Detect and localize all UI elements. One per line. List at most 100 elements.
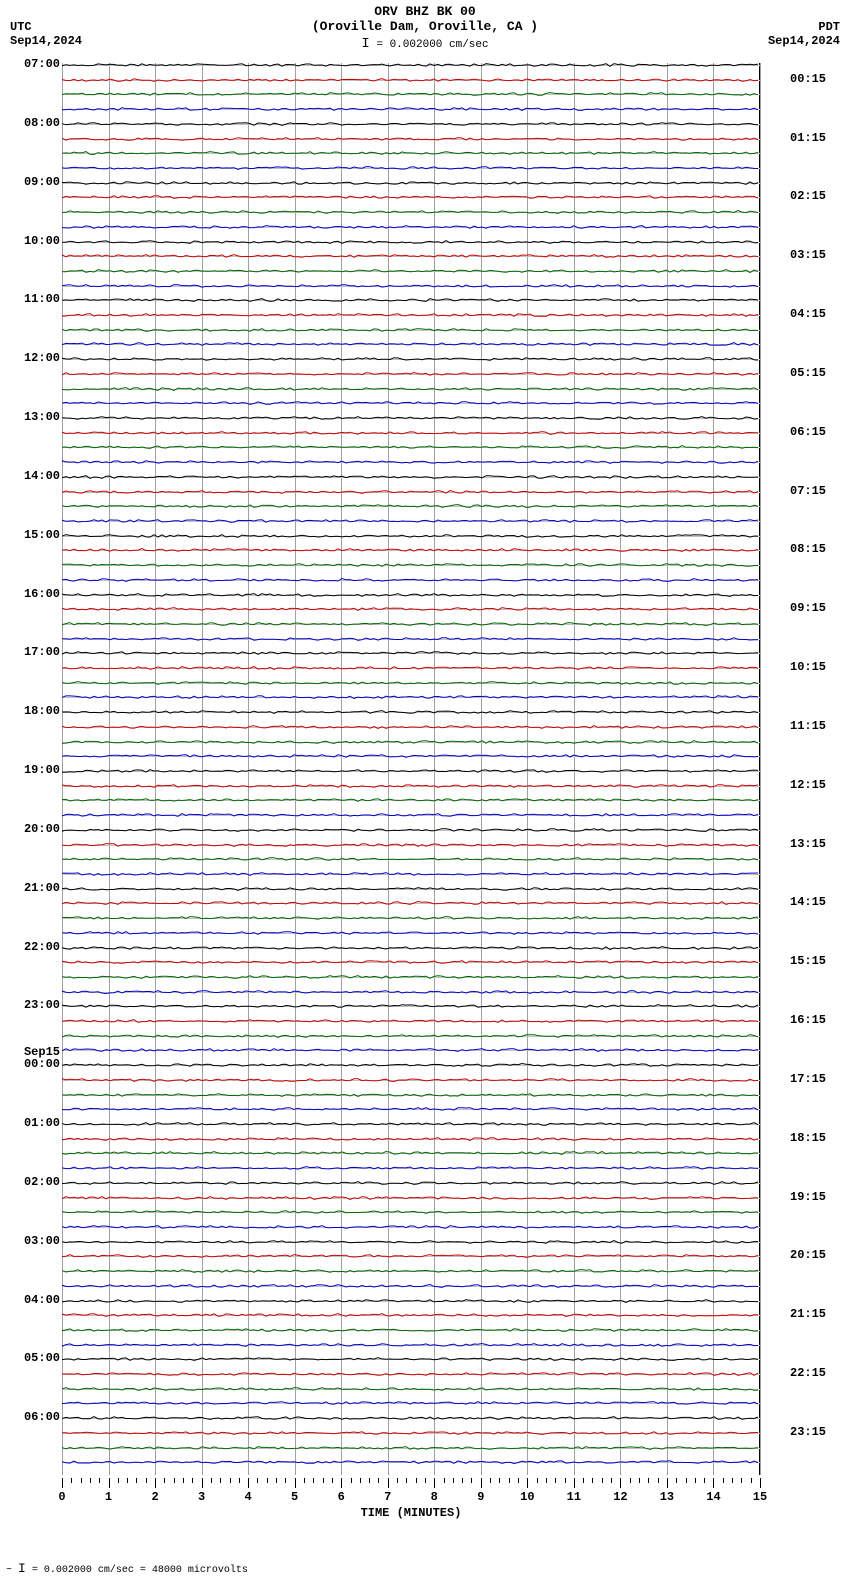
trace-row xyxy=(62,153,760,154)
trace-waveform xyxy=(62,88,760,100)
x-tick-minor xyxy=(285,1478,286,1483)
trace-row xyxy=(62,933,760,934)
left-hour-label: 00:00 xyxy=(12,1057,60,1071)
trace-row xyxy=(62,227,760,228)
trace-waveform xyxy=(62,1133,760,1145)
left-hour-label: 11:00 xyxy=(12,292,60,306)
x-tick-minor xyxy=(239,1478,240,1483)
trace-waveform xyxy=(62,236,760,248)
x-tick-minor xyxy=(648,1478,649,1483)
x-tick-minor xyxy=(276,1478,277,1483)
x-tick-minor xyxy=(630,1478,631,1483)
x-tick-minor xyxy=(127,1478,128,1483)
x-tick-minor xyxy=(332,1478,333,1483)
trace-row xyxy=(62,65,760,66)
trace-row xyxy=(62,300,760,301)
x-tick-label: 14 xyxy=(706,1490,720,1504)
trace-row xyxy=(62,1403,760,1404)
trace-waveform xyxy=(62,324,760,336)
trace-waveform xyxy=(62,559,760,571)
trace-waveform xyxy=(62,1309,760,1321)
trace-waveform xyxy=(62,177,760,189)
station-title: ORV BHZ BK 00 xyxy=(0,4,850,19)
tz-left: UTC Sep14,2024 xyxy=(10,20,82,48)
left-hour-label: 19:00 xyxy=(12,763,60,777)
trace-row xyxy=(62,1227,760,1228)
right-hour-label: 06:15 xyxy=(790,425,840,439)
trace-row xyxy=(62,212,760,213)
trace-row xyxy=(62,903,760,904)
right-hour-label: 18:15 xyxy=(790,1131,840,1145)
trace-row xyxy=(62,1271,760,1272)
x-tick-minor xyxy=(378,1478,379,1483)
trace-row xyxy=(62,447,760,448)
right-hour-label: 04:15 xyxy=(790,307,840,321)
trace-row xyxy=(62,1050,760,1051)
trace-waveform xyxy=(62,780,760,792)
x-tick-minor xyxy=(257,1478,258,1483)
trace-row xyxy=(62,1168,760,1169)
x-tick-minor xyxy=(704,1478,705,1483)
x-tick-major xyxy=(527,1478,528,1488)
trace-row xyxy=(62,859,760,860)
trace-row xyxy=(62,197,760,198)
trace-row xyxy=(62,109,760,110)
trace-row xyxy=(62,433,760,434)
x-tick-minor xyxy=(565,1478,566,1483)
x-tick-minor xyxy=(686,1478,687,1483)
x-tick-minor xyxy=(462,1478,463,1483)
left-hour-label: 08:00 xyxy=(12,116,60,130)
x-tick-minor xyxy=(183,1478,184,1483)
trace-waveform xyxy=(62,1089,760,1101)
x-tick-minor xyxy=(490,1478,491,1483)
x-tick-minor xyxy=(509,1478,510,1483)
seismogram-page: ORV BHZ BK 00 (Oroville Dam, Oroville, C… xyxy=(0,0,850,1584)
footer-bar-icon: I xyxy=(18,1561,26,1576)
trace-row xyxy=(62,1021,760,1022)
trace-row xyxy=(62,183,760,184)
trace-waveform xyxy=(62,1324,760,1336)
trace-row xyxy=(62,330,760,331)
right-hour-label: 09:15 xyxy=(790,601,840,615)
right-hour-label: 15:15 xyxy=(790,954,840,968)
trace-waveform xyxy=(62,147,760,159)
trace-row xyxy=(62,712,760,713)
trace-row xyxy=(62,271,760,272)
trace-waveform xyxy=(62,1015,760,1027)
right-hour-label: 07:15 xyxy=(790,484,840,498)
trace-waveform xyxy=(62,118,760,130)
trace-waveform xyxy=(62,853,760,865)
trace-row xyxy=(62,1418,760,1419)
x-tick-minor xyxy=(695,1478,696,1483)
trace-row xyxy=(62,1212,760,1213)
x-tick-label: 6 xyxy=(338,1490,345,1504)
x-tick-minor xyxy=(304,1478,305,1483)
trace-waveform xyxy=(62,1192,760,1204)
trace-waveform xyxy=(62,383,760,395)
right-hour-label: 14:15 xyxy=(790,895,840,909)
left-hour-label: 17:00 xyxy=(12,645,60,659)
trace-waveform xyxy=(62,441,760,453)
trace-waveform xyxy=(62,1118,760,1130)
trace-row xyxy=(62,815,760,816)
trace-waveform xyxy=(62,662,760,674)
trace-waveform xyxy=(62,1162,760,1174)
trace-waveform xyxy=(62,912,760,924)
trace-waveform xyxy=(62,191,760,203)
trace-waveform xyxy=(62,265,760,277)
trace-waveform xyxy=(62,294,760,306)
trace-waveform xyxy=(62,1250,760,1262)
trace-waveform xyxy=(62,574,760,586)
trace-waveform xyxy=(62,824,760,836)
x-tick-minor xyxy=(81,1478,82,1483)
x-tick-minor xyxy=(118,1478,119,1483)
right-hour-label: 23:15 xyxy=(790,1425,840,1439)
trace-row xyxy=(62,1330,760,1331)
trace-waveform xyxy=(62,647,760,659)
trace-waveform xyxy=(62,1456,760,1468)
x-tick-major xyxy=(713,1478,714,1488)
x-tick-minor xyxy=(583,1478,584,1483)
left-hour-label: 20:00 xyxy=(12,822,60,836)
left-hour-label: 07:00 xyxy=(12,57,60,71)
tz-right-date: Sep14,2024 xyxy=(768,34,840,48)
